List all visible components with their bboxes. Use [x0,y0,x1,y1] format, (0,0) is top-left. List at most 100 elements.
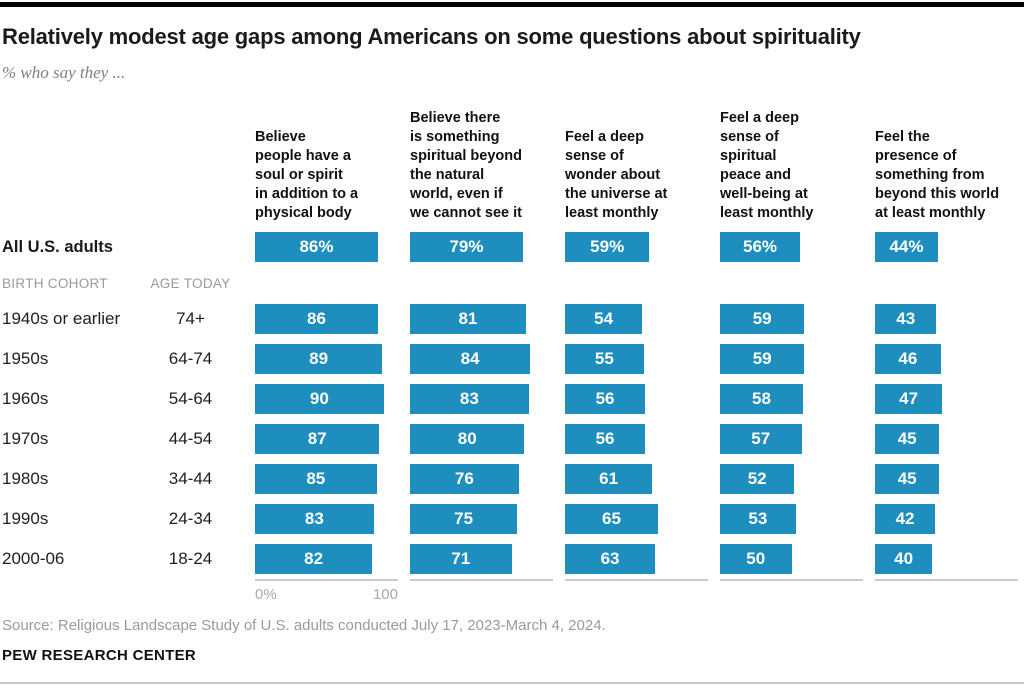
axis-line [410,579,553,581]
bar-value: 61 [599,469,619,488]
bar: 52 [720,464,795,494]
column-header-wonder: Feel a deep sense of wonder about the un… [565,129,668,221]
cohort-row-1940s: 1940s or earlier 74+ 86 81 54 59 43 [0,299,1024,339]
bar-value: 86% [299,237,334,256]
bar-value: 59 [752,309,772,328]
bar-value: 56 [595,429,615,448]
bar-value: 58 [752,389,771,408]
age-label: 54-64 [168,389,213,408]
bar-value: 82 [304,549,324,568]
bar-value: 44% [889,237,924,256]
age-label: 74+ [176,309,205,328]
bar-value: 56% [743,237,778,256]
bar-value: 83 [304,509,324,528]
brand-footer: PEW RESEARCH CENTER [2,647,197,664]
bar-value: 53 [748,509,768,528]
bar: 54 [565,304,643,334]
bar: 63 [565,544,656,574]
bar: 86% [255,232,378,262]
bar-value: 89 [309,349,329,368]
age-label: 44-54 [168,429,213,448]
bar-value: 55 [594,349,614,368]
bar: 42 [875,504,936,534]
age-label: 18-24 [168,549,213,568]
bar: 47 [875,384,943,414]
bar: 85 [255,464,377,494]
bar: 56 [565,424,646,454]
age-label: 64-74 [168,349,213,368]
column-header-peace: Feel a deep sense of spiritual peace and… [720,110,814,221]
bar-value: 75 [454,509,474,528]
bar-value: 42 [895,509,915,528]
bottom-rule [0,682,1024,684]
chart-subtitle: % who say they ... [2,63,126,82]
bar-value: 50 [746,549,766,568]
bar: 75 [410,504,518,534]
all-adults-label: All U.S. adults [2,237,113,256]
age-today-heading: AGE TODAY [150,275,231,291]
bar: 87 [255,424,380,454]
bar: 76 [410,464,519,494]
source-note: Source: Religious Landscape Study of U.S… [2,617,606,634]
bar-value: 71 [451,549,471,568]
bar: 55 [565,344,644,374]
bar-value: 87 [307,429,327,448]
cohort-row-1950s: 1950s 64-74 89 84 55 59 46 [0,339,1024,379]
bar-value: 90 [309,389,329,408]
axis-line [875,579,1018,581]
bar: 57 [720,424,802,454]
bar: 79% [410,232,523,262]
bar: 71 [410,544,512,574]
bar: 45 [875,424,940,454]
axis-baselines [0,579,1024,581]
bar: 50 [720,544,792,574]
bar: 58 [720,384,803,414]
column-headers: Believe people have a soul or spirit in … [0,99,1024,227]
bar: 59% [565,232,650,262]
chart: Believe people have a soul or spirit in … [0,99,1024,607]
column-header-soul: Believe people have a soul or spirit in … [255,129,359,221]
bar: 83 [255,504,374,534]
cohort-label: 1970s [2,429,49,448]
bar-value: 43 [896,309,916,328]
bar-value: 79% [449,237,484,256]
bar: 43 [875,304,937,334]
axis-line [720,579,863,581]
bar: 80 [410,424,525,454]
cohort-header-row: BIRTH COHORT AGE TODAY [0,267,1024,299]
bar: 84 [410,344,531,374]
bar-value: 47 [899,389,919,408]
cohort-label: 1960s [2,389,49,408]
column-header-spiritual-beyond: Believe there is something spiritual bey… [410,110,523,221]
bar-value: 80 [457,429,477,448]
page-title: Relatively modest age gaps among America… [2,24,861,49]
age-label: 24-34 [168,509,213,528]
cohort-label: 2000-06 [2,549,65,568]
bar: 89 [255,344,383,374]
cohort-row-1960s: 1960s 54-64 90 83 56 58 47 [0,379,1024,419]
bar-value: 81 [458,309,478,328]
bar: 59 [720,344,805,374]
bar: 86 [255,304,378,334]
axis-tick-min: 0% [255,586,277,603]
bar: 56 [565,384,646,414]
cohort-row-1990s: 1990s 24-34 83 75 65 53 42 [0,499,1024,539]
bar-value: 83 [459,389,479,408]
column-header-presence: Feel the presence of something from beyo… [875,129,1000,221]
bar-value: 46 [898,349,918,368]
bar: 46 [875,344,941,374]
bar-value: 59% [590,237,625,256]
bar-value: 86 [307,309,326,328]
bar: 40 [875,544,933,574]
cohort-row-2000-06: 2000-06 18-24 82 71 63 50 40 [0,539,1024,579]
bar-value: 85 [306,469,326,488]
bar-value: 76 [454,469,474,488]
bar-value: 84 [460,349,480,368]
axis-line [565,579,708,581]
bar-value: 63 [600,549,620,568]
cohort-label: 1940s or earlier [2,309,121,328]
cohort-row-1970s: 1970s 44-54 87 80 56 57 45 [0,419,1024,459]
bar-value: 56 [595,389,615,408]
bar: 65 [565,504,658,534]
axis-tick-max: 100 [372,586,398,603]
